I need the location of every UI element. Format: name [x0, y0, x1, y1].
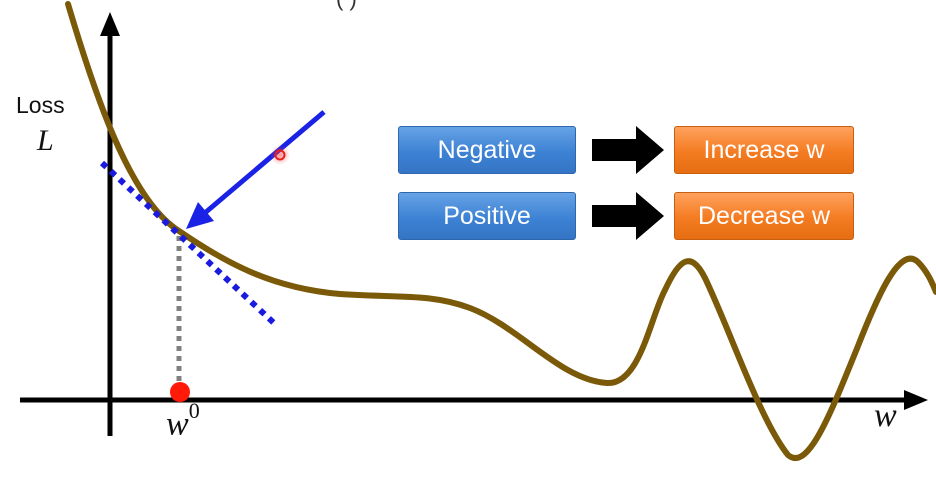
implication-arrow-negative: [592, 126, 664, 174]
slide-title-fragment: ( ): [336, 0, 357, 12]
w0-superscript: 0: [188, 398, 200, 423]
negative-slope-box: Negative: [398, 126, 576, 174]
start-point-w0: [170, 382, 190, 402]
pointer-icon: [274, 149, 286, 161]
x-axis-label: w: [874, 397, 897, 434]
loss-curve: [65, 1, 936, 461]
y-axis-label: Loss: [16, 92, 65, 118]
tangent-line: [99, 160, 278, 327]
pointer-glow: [270, 145, 290, 165]
x-axis-arrowhead: [904, 390, 928, 410]
y-axis-symbol: L: [37, 124, 54, 157]
y-axis-arrowhead: [100, 12, 120, 36]
w0-label: w0: [166, 398, 200, 443]
w0-base: w: [166, 405, 189, 443]
positive-slope-box: Positive: [398, 192, 576, 240]
decrease-w-box: Decrease w: [674, 192, 854, 240]
gradient-arrow-shaft: [204, 110, 326, 214]
implication-arrow-positive: [592, 192, 664, 240]
gradient-arrow-head: [186, 202, 214, 229]
increase-w-box: Increase w: [674, 126, 854, 174]
